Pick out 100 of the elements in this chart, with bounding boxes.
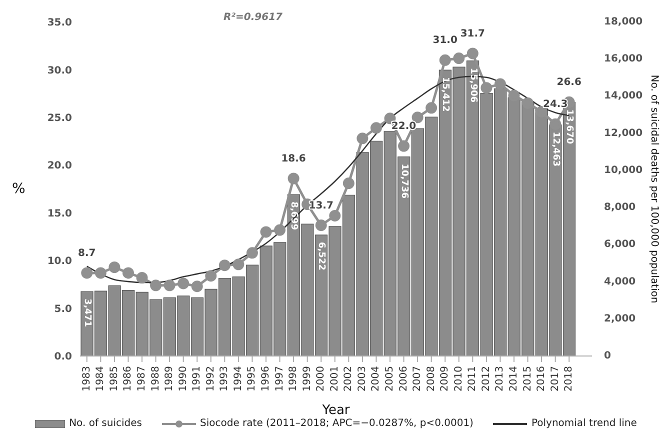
data-label: 12,463 — [550, 132, 560, 166]
data-label: 10,736 — [398, 164, 409, 199]
point — [260, 226, 272, 238]
x-axis-title: Year — [321, 403, 350, 418]
point — [94, 267, 106, 279]
y-tick-label: 35.0 — [47, 18, 72, 29]
x-tick-label: 1991 — [192, 366, 203, 392]
x-tick-label: 2005 — [384, 366, 396, 392]
point — [274, 224, 286, 236]
x-tick-label: 2003 — [356, 366, 368, 392]
x-tick-label: 2010 — [453, 366, 464, 392]
y-tick-label: 20.0 — [47, 160, 72, 172]
x-tick-label: 1987 — [136, 366, 148, 392]
x-tick-label: 1993 — [219, 366, 230, 392]
x-tick-label: 1986 — [122, 366, 134, 392]
x-tick-label: 1984 — [95, 366, 106, 392]
point — [412, 112, 424, 124]
point — [288, 172, 300, 184]
point — [466, 48, 478, 60]
y2-tick-label: 10,000 — [604, 164, 643, 176]
x-tick-label: 2002 — [343, 366, 354, 392]
x-tick-label: 1983 — [81, 366, 92, 392]
point — [480, 82, 492, 94]
point — [150, 280, 162, 292]
x-tick-label: 1990 — [178, 366, 189, 392]
point — [439, 54, 451, 66]
point — [356, 132, 368, 144]
x-tick-label: 2001 — [329, 366, 340, 392]
x-tick-label: 2006 — [398, 366, 410, 392]
x-tick-label: 1985 — [108, 366, 120, 392]
x-tick-label: 1999 — [302, 366, 313, 392]
x-tick-label: 2016 — [536, 366, 548, 392]
x-tick-label: 1989 — [164, 366, 176, 392]
x-tick-label: 2018 — [564, 366, 575, 392]
data-label: 3,471 — [82, 298, 92, 328]
data-label: 13,670 — [564, 109, 574, 144]
point — [136, 272, 148, 284]
data-label: 15,906 — [468, 68, 478, 103]
y2-axis-title: No. of suicidal deaths per 100,000 population — [648, 74, 660, 304]
y-tick-label: 25.0 — [47, 112, 72, 124]
data-label: 31.0 — [432, 35, 458, 46]
data-label: 8,699 — [288, 202, 299, 230]
x-tick-label: 2009 — [440, 366, 451, 392]
point — [398, 140, 410, 152]
y-tick-label: 15.0 — [47, 208, 72, 220]
y2-tick-label: 0 — [604, 350, 611, 362]
point — [205, 270, 217, 282]
x-tick-label: 1998 — [288, 366, 300, 392]
point — [122, 267, 134, 279]
text: R²=0.9617 — [223, 12, 283, 23]
x-tick-label: 2015 — [522, 366, 534, 392]
legend-label: No. of suicides — [69, 418, 142, 429]
data-label: 6,522 — [316, 242, 326, 270]
y2-tick-label: 4,000 — [604, 276, 636, 288]
point — [426, 102, 438, 114]
x-tick-label: 2004 — [370, 366, 382, 392]
x-tick-label: 2017 — [550, 366, 561, 392]
point — [342, 178, 354, 190]
y-tick-label: 10.0 — [47, 256, 72, 268]
x-tick-label: 2012 — [480, 366, 492, 392]
point — [178, 278, 190, 290]
y2-tick-label: 6,000 — [604, 239, 636, 250]
point — [494, 78, 506, 90]
y-tick-label: 0.0 — [54, 352, 72, 363]
point — [81, 267, 93, 279]
point — [191, 280, 203, 292]
x-tick-label: 1997 — [274, 366, 286, 392]
y-tick-label: 30.0 — [47, 65, 72, 76]
point — [108, 262, 120, 273]
point — [246, 247, 258, 259]
y2-tick-label: 18,000 — [604, 16, 643, 28]
x-tick-label: 1994 — [232, 366, 244, 392]
data-label: 26.6 — [556, 77, 582, 88]
x-tick-label: 2014 — [508, 366, 520, 392]
data-label: 15,412 — [440, 77, 450, 112]
data-label: 18.6 — [281, 154, 306, 165]
x-tick-label: 2008 — [426, 366, 437, 392]
point — [232, 258, 244, 270]
data-label: 8.7 — [78, 248, 96, 259]
x-tick-label: 1992 — [205, 366, 216, 392]
y2-tick-label: 16,000 — [604, 54, 643, 65]
y2-tick-label: 8,000 — [604, 202, 636, 214]
x-tick-label: 1988 — [150, 366, 162, 392]
y-axis-title: % — [12, 181, 26, 197]
point — [164, 280, 176, 292]
x-tick-label: 1995 — [246, 366, 258, 392]
point — [218, 260, 230, 272]
x-tick-label: 1996 — [260, 366, 272, 392]
x-tick-label: 2013 — [494, 366, 506, 392]
point — [329, 210, 341, 222]
y2-tick-label: 14,000 — [604, 90, 643, 102]
x-tick-label: 2011 — [467, 366, 478, 392]
y-tick-label: 5.0 — [54, 304, 72, 315]
x-tick-label: 2007 — [412, 366, 424, 392]
point — [315, 220, 327, 232]
legend-label: Siocode rate (2011–2018; APC=−0.0287%, p<0.0001) — [200, 418, 474, 429]
point — [370, 122, 382, 134]
data-label: 31.7 — [460, 28, 486, 40]
point — [453, 52, 465, 64]
y2-tick-label: 12,000 — [604, 128, 643, 139]
